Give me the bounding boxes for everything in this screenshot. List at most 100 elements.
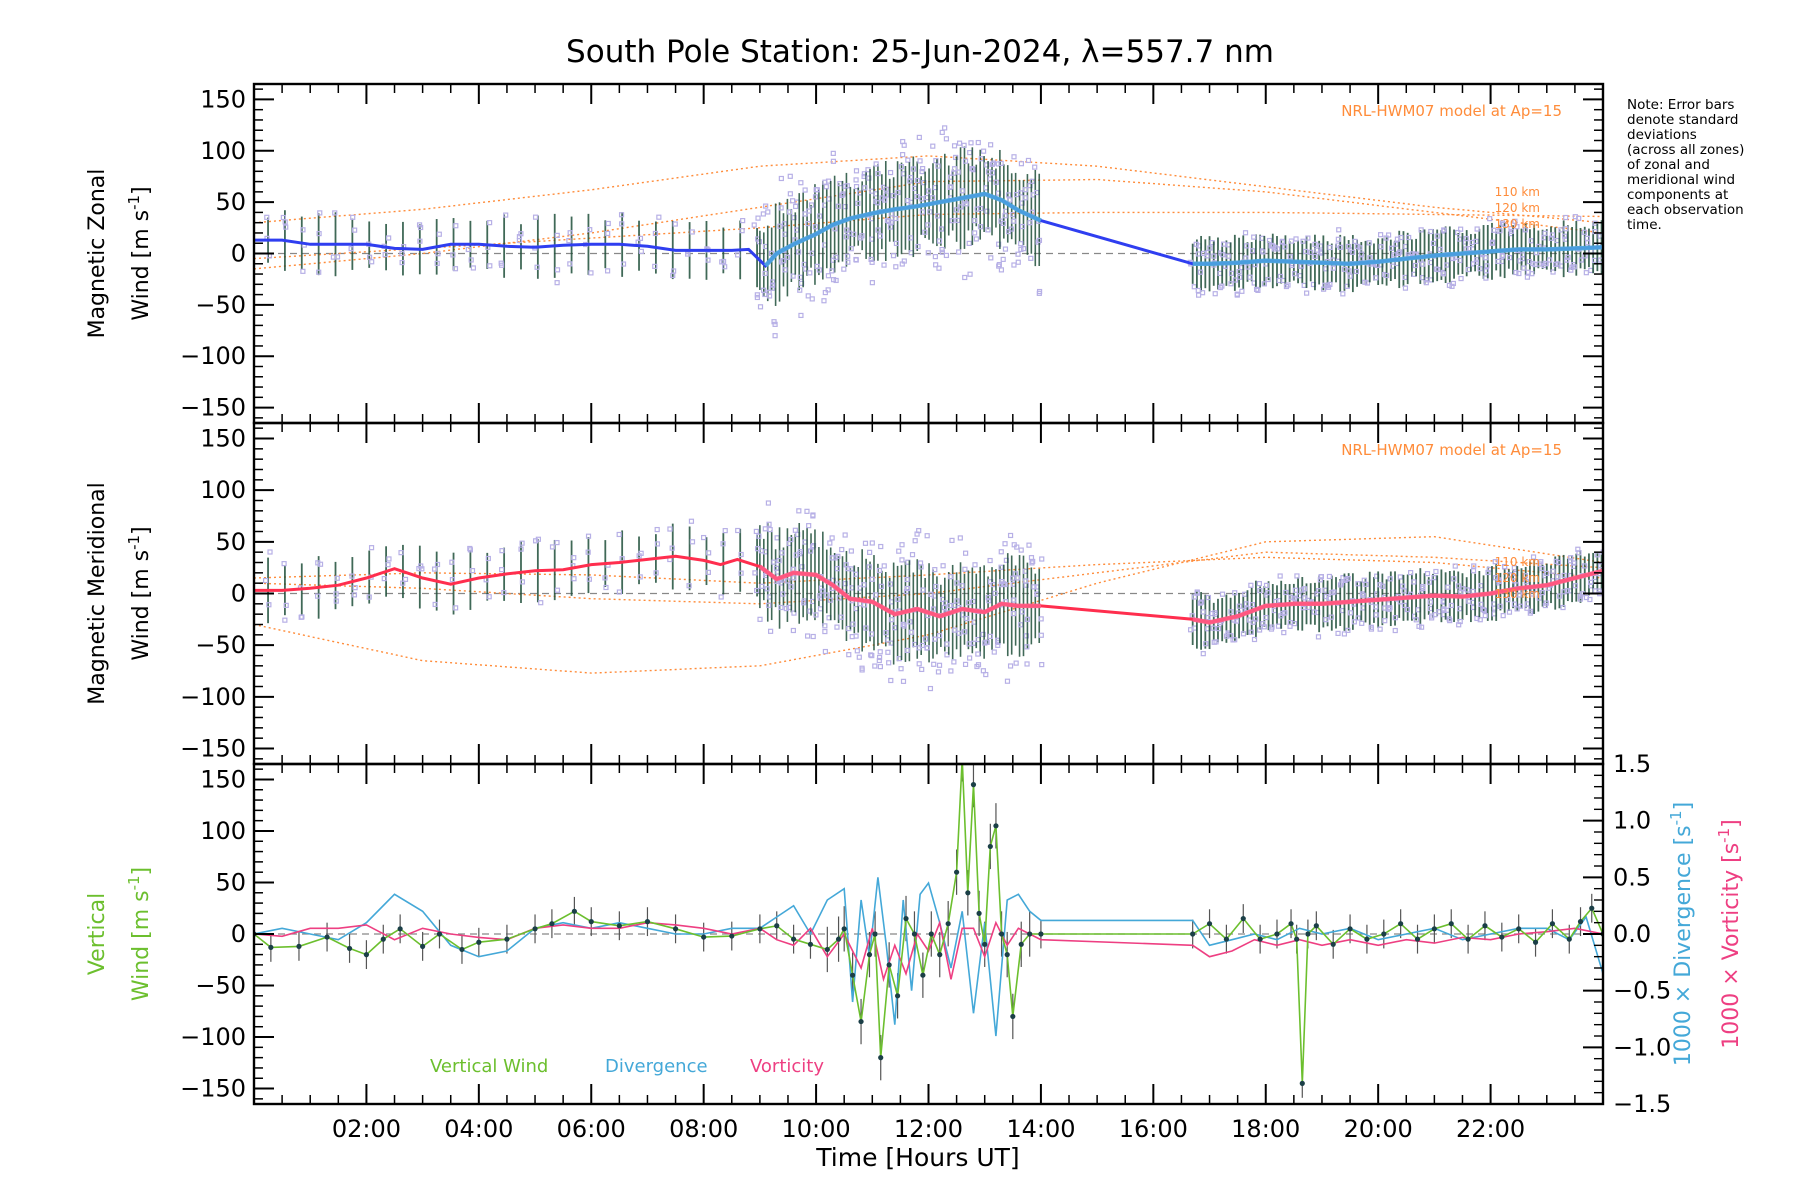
zonal-scatter-point xyxy=(587,227,593,233)
meridional-scatter-point xyxy=(1511,601,1517,607)
zonal-scatter-point xyxy=(786,209,793,215)
meridional-scatter-point xyxy=(1522,573,1528,579)
zonal-scatter-point xyxy=(784,254,790,260)
vertical-wind-point xyxy=(363,952,370,958)
vertical-wind-point xyxy=(850,972,856,978)
meridional-scatter-point xyxy=(385,562,391,568)
zonal-scatter-point xyxy=(1514,224,1520,230)
zonal-scatter-point xyxy=(1458,226,1464,232)
meridional-scatter-point xyxy=(924,645,930,651)
vertical-wind-point xyxy=(380,936,386,942)
vertical-wind-point xyxy=(1577,919,1584,925)
meridional-scatter-point xyxy=(1556,593,1563,599)
xtick-label: 04:00 xyxy=(444,1115,513,1143)
meridional-scatter-point xyxy=(1253,616,1259,622)
zonal-model-alt-label: 120 km xyxy=(1495,201,1540,215)
zonal-scatter-point xyxy=(1435,266,1441,273)
meridional-scatter-point xyxy=(1577,596,1584,602)
zonal-scatter-point xyxy=(1541,235,1547,241)
meridional-scatter-point xyxy=(927,685,934,692)
meridional-scatter-point xyxy=(940,563,946,569)
note-line: Note: Error bars xyxy=(1627,97,1734,113)
vertical-wind-point xyxy=(872,931,878,937)
meridional-ytick-label: 150 xyxy=(200,425,246,453)
meridional-scatter-point xyxy=(554,587,561,593)
meridional-scatter-point xyxy=(1408,570,1414,576)
meridional-scatter-point xyxy=(1506,572,1513,578)
zonal-scatter-point xyxy=(1195,287,1201,294)
zonal-scatter-point xyxy=(1028,255,1034,261)
vertical-wind-point xyxy=(965,890,971,896)
meridional-scatter-point xyxy=(970,640,977,646)
axes-layer: 150 100 50 0 −50 −100 −150 Magnetic Zonal Wind [… xyxy=(85,82,1744,1143)
vertical-wind-point xyxy=(835,936,842,942)
y2-label-main: 1000 × Divergence [s xyxy=(1671,825,1696,1066)
note-line: denote standard xyxy=(1627,112,1738,128)
vertical-wind-point xyxy=(1398,921,1404,927)
zonal-scatter-point xyxy=(1437,246,1443,253)
zonal-scatter-point xyxy=(1499,258,1505,265)
meridional-scatter-point xyxy=(876,567,883,574)
zonal-scatter-point xyxy=(953,207,959,213)
meridional-scatter-point xyxy=(1377,582,1383,588)
meridional-scatter-point xyxy=(554,539,560,546)
meridional-scatter-point xyxy=(469,568,476,574)
meridional-scatter-point xyxy=(896,548,902,554)
meridional-scatter-point xyxy=(1555,559,1562,566)
zonal-ytick-label: 0 xyxy=(231,240,246,268)
legend-vorticity: Vorticity xyxy=(750,1056,824,1077)
zonal-scatter-point xyxy=(1304,290,1310,296)
zonal-scatter-point xyxy=(1008,226,1014,232)
zonal-scatter-point xyxy=(1225,253,1231,259)
meridional-scatter-point xyxy=(1386,606,1392,612)
meridional-scatter-point xyxy=(1013,660,1019,666)
meridional-scatter-point xyxy=(1301,586,1308,592)
zonal-scatter-point xyxy=(1450,280,1457,287)
zonal-scatter-point xyxy=(907,178,913,184)
meridional-scatter-point xyxy=(722,528,728,534)
meridional-scatter-point xyxy=(585,549,591,555)
zonal-scatter-point xyxy=(1402,285,1409,291)
zonal-scatter-point xyxy=(1522,227,1528,233)
zonal-scatter-point xyxy=(843,234,850,240)
zonal-scatter-point xyxy=(1312,253,1318,260)
zonal-scatter-point xyxy=(951,170,957,176)
zonal-scatter-point xyxy=(814,187,820,193)
vertical-wind-point xyxy=(1223,936,1230,942)
zonal-ytick-label: −100 xyxy=(180,342,246,370)
zonal-scatter-point xyxy=(985,227,991,233)
zonal-scatter-point xyxy=(790,273,796,279)
meridional-scatter-point xyxy=(866,564,872,570)
zonal-scatter-point xyxy=(910,166,917,172)
meridional-scatter-point xyxy=(869,540,875,546)
meridional-scatter-point xyxy=(1539,565,1545,572)
meridional-scatter-point xyxy=(943,600,949,606)
meridional-scatter-point xyxy=(1296,593,1302,599)
meridional-scatter-point xyxy=(1188,627,1194,633)
meridional-scatter-point xyxy=(1023,578,1029,584)
meridional-scatter-point xyxy=(1431,575,1437,581)
zonal-scatter-point xyxy=(956,249,962,255)
meridional-scatter-point xyxy=(267,549,273,555)
zonal-ylabel: Magnetic Zonal Wind [m s-1] xyxy=(85,169,154,339)
vertical-ytick-label: 0 xyxy=(231,920,246,948)
zonal-scatter-point xyxy=(1018,190,1024,196)
zonal-scatter-point xyxy=(1337,244,1343,250)
meridional-scatter-point xyxy=(937,633,943,639)
zonal-scatter-point xyxy=(1366,240,1372,246)
vertical-wind-point xyxy=(866,952,873,958)
meridional-scatter-point xyxy=(1004,678,1011,684)
zonal-scatter-point xyxy=(805,293,811,299)
zonal-scatter-point xyxy=(875,200,881,206)
meridional-scatter-point xyxy=(810,512,816,518)
zonal-scatter-point xyxy=(830,158,837,164)
zonal-scatter-point xyxy=(1287,254,1294,260)
meridional-mean-line-segment xyxy=(1192,568,1603,625)
meridional-scatter-point xyxy=(774,535,780,541)
vertical-ytick-label: 100 xyxy=(200,817,246,845)
zonal-scatter-point xyxy=(1228,270,1235,276)
zonal-scatter-point xyxy=(1508,228,1514,234)
zonal-scatter-point xyxy=(877,233,883,239)
meridional-scatter-point xyxy=(776,557,782,564)
meridional-scatter-point xyxy=(1228,609,1234,615)
